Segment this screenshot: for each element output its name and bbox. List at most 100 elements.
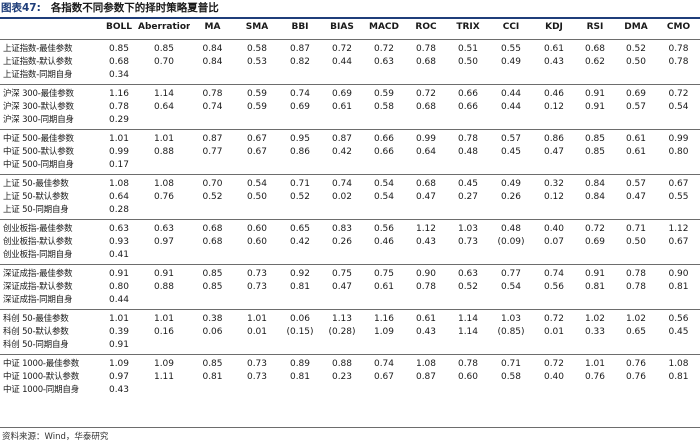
table-cell: 1.09 — [138, 354, 190, 371]
table-cell: 0.58 — [500, 372, 522, 382]
table-cell — [405, 249, 447, 265]
row-label: 中证 500-最佳参数 — [0, 129, 100, 146]
table-cell: 0.49 — [500, 57, 522, 67]
table-cell: 0.16 — [153, 327, 175, 337]
table-cell: 0.74 — [321, 174, 363, 191]
header-cell: MA — [204, 22, 221, 32]
table-row: 深证成指-默认参数 0.80 0.88 0.85 0.73 0.81 0.47 0.61 0.7… — [0, 281, 700, 294]
table-cell: 0.81 — [289, 372, 311, 382]
table-cell — [657, 204, 700, 220]
table-cell — [657, 249, 700, 265]
table-cell — [138, 294, 190, 310]
table-row: 创业板指-同期自身 0.41 — [0, 249, 700, 265]
table-cell: 0.74 — [363, 354, 405, 371]
table-cell: 0.50 — [625, 237, 647, 247]
table-cell — [533, 114, 575, 130]
header-cell: SMA — [245, 22, 269, 32]
table-cell: 0.78 — [447, 129, 489, 146]
table-cell — [489, 69, 533, 85]
table-cell: 0.27 — [457, 192, 479, 202]
table-cell: 0.78 — [190, 84, 235, 101]
table-cell: (0.85) — [497, 327, 525, 337]
table-cell: 0.69 — [289, 102, 311, 112]
row-label: 沪深 300-同期自身 — [3, 115, 74, 125]
table-cell: 0.81 — [584, 282, 606, 292]
table-cell: 0.63 — [100, 219, 138, 236]
table-cell: 0.59 — [235, 84, 279, 101]
table-cell: 0.52 — [289, 192, 311, 202]
table-cell — [575, 294, 615, 310]
table-cell: 0.67 — [657, 174, 700, 191]
table-cell — [615, 294, 657, 310]
table-cell — [615, 249, 657, 265]
table-cell: 1.09 — [100, 354, 138, 371]
table-cell: 0.69 — [584, 237, 606, 247]
table-cell: 0.76 — [615, 354, 657, 371]
table-cell: 1.08 — [405, 354, 447, 371]
table-cell — [489, 339, 533, 355]
table-header: BOLL Aberration MA SMA BBI BIAS MACD ROC TRIX CCI… — [0, 20, 700, 40]
row-label: 创业板指-同期自身 — [3, 250, 73, 260]
table-cell — [363, 204, 405, 220]
table-cell: 0.88 — [153, 282, 175, 292]
table-cell: 0.71 — [489, 354, 533, 371]
table-cell: 0.85 — [190, 264, 235, 281]
table-cell: 0.64 — [108, 192, 130, 202]
table-cell — [405, 114, 447, 130]
table-cell: 1.03 — [447, 219, 489, 236]
table-row: 上证 50-默认参数 0.64 0.76 0.52 0.50 0.52 0.02 0.54 0.… — [0, 191, 700, 204]
table-cell: 0.43 — [415, 237, 437, 247]
table-cell: 0.60 — [246, 237, 268, 247]
table-cell: 0.72 — [533, 309, 575, 326]
table-cell — [533, 159, 575, 175]
table-cell — [138, 69, 190, 85]
table-cell — [405, 159, 447, 175]
table-cell — [657, 384, 700, 399]
table-cell: 0.58 — [373, 102, 395, 112]
row-label: 深证成指-最佳参数 — [0, 264, 100, 281]
table-cell: 0.78 — [415, 282, 437, 292]
table-row: 沪深 300-最佳参数 1.16 1.14 0.78 0.59 0.74 0.69 0.59 0… — [0, 84, 700, 101]
table-cell: 0.74 — [279, 84, 321, 101]
row-label: 科创 50-最佳参数 — [0, 309, 100, 326]
table-cell: 0.40 — [543, 372, 565, 382]
table-cell: 0.87 — [190, 129, 235, 146]
table-cell: 0.68 — [108, 57, 130, 67]
table-cell: 0.81 — [202, 372, 223, 382]
table-cell: 0.86 — [289, 147, 311, 157]
table-cell: 0.52 — [457, 282, 479, 292]
table-cell: 0.54 — [235, 174, 279, 191]
table-cell — [138, 159, 190, 175]
header-cell: ROC — [415, 22, 437, 32]
table-cell: 0.26 — [331, 237, 353, 247]
table-cell: 0.47 — [625, 192, 647, 202]
table-cell: 0.87 — [321, 129, 363, 146]
table-cell: 1.01 — [235, 309, 279, 326]
table-cell: 0.33 — [584, 327, 606, 337]
table-cell: 0.72 — [657, 84, 700, 101]
table-cell: 0.44 — [489, 84, 533, 101]
table-cell: 0.65 — [279, 219, 321, 236]
table-row: 中证 500-同期自身 0.17 — [0, 159, 700, 175]
table-cell: 0.38 — [190, 309, 235, 326]
table-cell — [279, 69, 321, 85]
table-cell — [657, 114, 700, 130]
table-cell: 0.46 — [533, 84, 575, 101]
table-cell — [533, 249, 575, 265]
table-cell — [657, 339, 700, 355]
table-cell: 0.99 — [657, 129, 700, 146]
table-row: 上证 50-同期自身 0.28 — [0, 204, 700, 220]
row-label: 中证 1000-最佳参数 — [0, 354, 100, 371]
table-cell: 0.52 — [202, 192, 223, 202]
table-cell — [279, 294, 321, 310]
table-cell: 0.47 — [415, 192, 437, 202]
table-cell: 0.66 — [373, 147, 395, 157]
table-cell — [321, 294, 363, 310]
table-cell — [489, 294, 533, 310]
table-cell: 0.66 — [457, 102, 479, 112]
table-cell: 0.99 — [108, 147, 130, 157]
table-cell: 1.02 — [615, 309, 657, 326]
table-cell: 0.29 — [108, 115, 130, 125]
table-cell — [138, 204, 190, 220]
table-cell — [190, 159, 235, 175]
